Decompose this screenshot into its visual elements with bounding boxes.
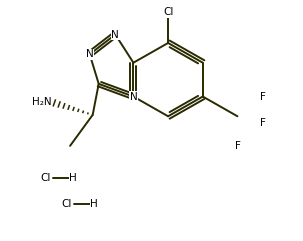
Text: H: H [69, 173, 77, 183]
Text: Cl: Cl [163, 7, 173, 17]
Text: H: H [90, 199, 98, 209]
Text: F: F [260, 118, 266, 128]
Text: N: N [112, 29, 119, 40]
Text: F: F [235, 141, 240, 151]
Text: N: N [129, 92, 137, 101]
Text: N: N [86, 49, 94, 59]
Text: Cl: Cl [62, 199, 72, 209]
Text: Cl: Cl [41, 173, 51, 183]
Text: H₂N: H₂N [32, 97, 52, 107]
Text: F: F [260, 92, 266, 101]
